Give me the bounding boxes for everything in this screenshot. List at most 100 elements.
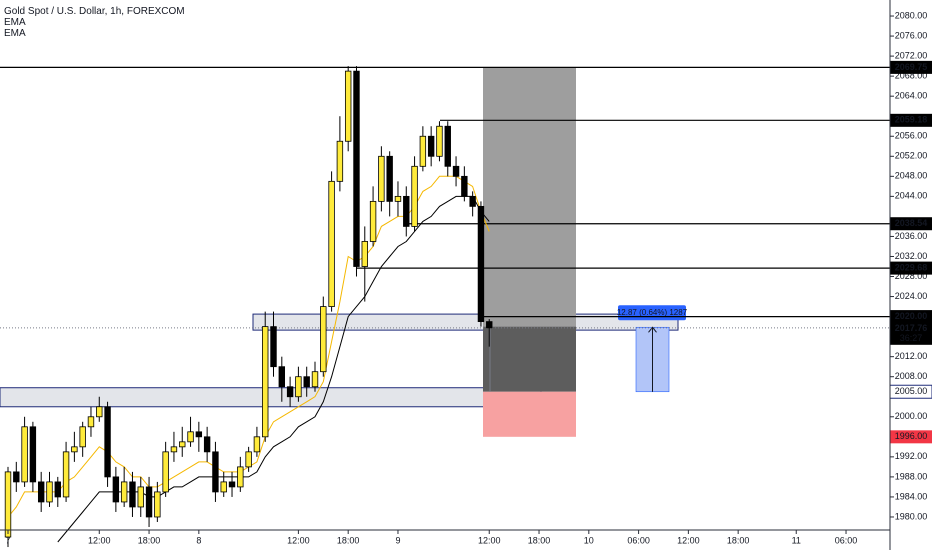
price-tag-bg [890,261,932,275]
x-tick-label: 12:00 [478,535,501,545]
y-tick-label: 2072.00 [895,50,928,60]
y-tick-label: 2032.00 [895,251,928,261]
candle-body [220,481,227,493]
x-tick-label: 10 [584,535,594,545]
candle-body [112,476,120,503]
position-lower [483,391,576,437]
chart-title: Gold Spot / U.S. Dollar, 1h, FOREXCOM [4,6,185,17]
candle-body [286,386,294,398]
x-tick-label: 18:00 [337,535,360,545]
candle-body [394,195,402,202]
price-tag: 1996.00 [895,431,928,441]
x-tick-label: 12:00 [88,535,111,545]
x-tick-label: 11 [792,535,801,545]
y-tick-label: 2012.00 [895,351,928,361]
candle-body [137,486,144,508]
candle-body [270,326,277,368]
x-tick-label: 06:00 [627,535,650,545]
candle-body [461,175,468,197]
candle-body [203,436,211,453]
y-tick-label: 2000.00 [895,411,928,421]
x-tick-label: 06:00 [835,535,858,545]
y-tick-label: 2056.00 [895,131,928,141]
current-price-tag-bg [890,322,932,345]
x-tick-label: 12:00 [677,535,700,545]
x-tick-label: 18:00 [528,535,551,545]
y-tick-label: 2028.00 [895,271,928,281]
candle-body [195,431,203,438]
candle-body [328,180,335,307]
candle-body [129,481,136,508]
y-tick-label: 2080.00 [895,10,928,20]
candle-body [320,306,327,373]
candle-body [452,165,460,177]
price-tag-bg [890,113,932,127]
candle-body [13,471,20,483]
candle-body [120,481,128,503]
candle-body [419,135,427,167]
y-tick-label: 2048.00 [895,171,928,181]
candle-body [427,135,435,157]
y-tick-label: 2064.00 [895,91,928,101]
candle-body [295,376,302,398]
candle-body [344,70,352,142]
candle-body [154,491,161,518]
price-tag: 2005.00 [895,386,928,396]
candle-body [361,241,368,267]
candle-body [311,371,319,388]
candle-body [411,165,418,227]
current-price-tag: 2017.76 [895,323,928,333]
legend-entry: EMA [4,28,26,39]
candle-body [54,481,61,498]
candle-body [486,321,493,329]
candle-body [104,406,111,478]
candle-body [386,155,393,202]
candle-body [278,366,286,388]
candle-body [444,125,451,167]
candle-body [469,195,476,207]
zone [0,387,542,408]
candle-body [162,451,169,493]
position-upper [483,67,576,327]
candle-body [245,451,252,468]
y-tick-label: 1988.00 [895,471,928,481]
candle-body [237,466,244,488]
candle-body [336,140,344,182]
candle-body [79,426,86,448]
candle-body [179,441,186,448]
position-middle [483,326,576,392]
price-tag-bg [890,430,932,444]
countdown: 36:27 [900,333,923,343]
y-tick-label: 1992.00 [895,451,928,461]
y-tick-label: 2044.00 [895,191,928,201]
measure-arrowhead [648,326,657,333]
x-tick-label: 7 [5,535,10,545]
price-tag: 2038.54 [895,218,928,228]
price-tag: 2020.00 [895,311,928,321]
candle-body [303,376,310,388]
y-tick-label: 2068.00 [895,71,928,81]
y-tick-label: 2052.00 [895,151,928,161]
candle-body [436,125,443,157]
x-tick-label: 12:00 [287,535,310,545]
price-tag: 2069.75 [895,62,928,72]
x-tick-label: 18:00 [727,535,750,545]
y-tick-label: 1984.00 [895,491,928,501]
candle-body [37,481,45,503]
price-tag: 2029.68 [895,262,928,272]
y-tick-label: 2008.00 [895,371,928,381]
legend-entry: EMA [4,17,26,28]
candle-body [262,326,269,438]
candle-body [187,431,194,443]
y-tick-label: 1980.00 [895,511,928,521]
y-tick-label: 2076.00 [895,30,928,40]
x-tick-label: 18:00 [138,535,161,545]
y-tick-label: 2024.00 [895,291,928,301]
candle-body [96,406,103,418]
candle-body [369,200,377,242]
x-tick-label: 8 [196,535,201,545]
price-tag-bg [890,217,932,231]
y-tick-label: 2036.00 [895,231,928,241]
measure-label: 12.87 (0.64%) 1287 [617,308,688,317]
